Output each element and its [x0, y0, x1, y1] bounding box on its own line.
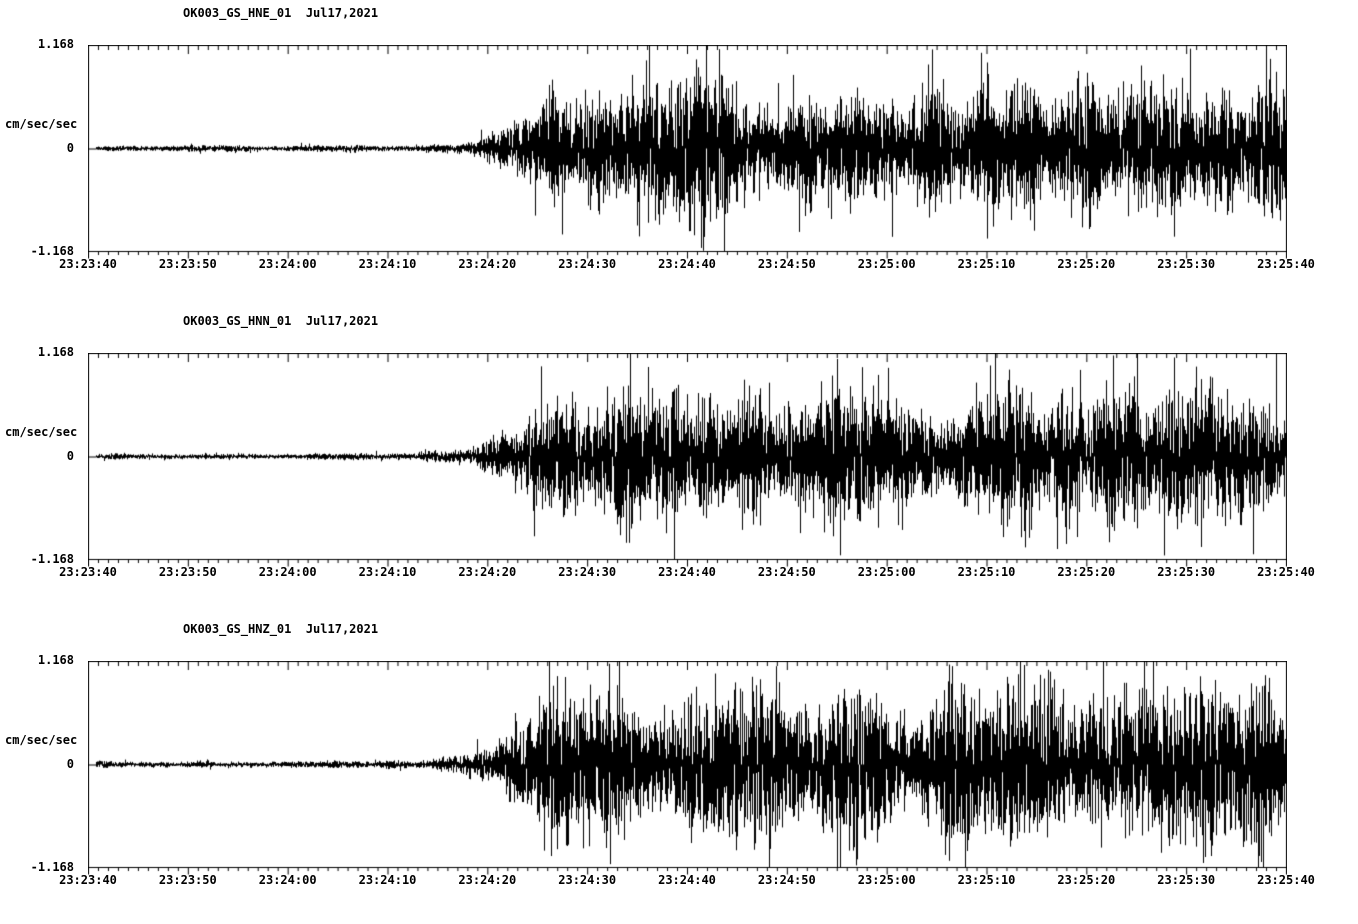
x-tick-label: 23:24:50: [757, 565, 816, 579]
x-tick-label: 23:23:50: [158, 873, 217, 887]
x-tick-label: 23:24:40: [658, 565, 716, 579]
x-tick-label: 23:24:20: [458, 873, 517, 887]
x-tick-label: 23:25:00: [857, 257, 916, 271]
x-tick-label: 23:25:20: [1057, 257, 1116, 271]
x-tick-label: 23:24:10: [358, 565, 417, 579]
x-tick-label: 23:25:20: [1057, 873, 1116, 887]
x-tick-label: 23:25:10: [957, 565, 1016, 579]
y-tick-label-max: 1.168: [37, 653, 74, 667]
x-tick-label: 23:24:00: [258, 873, 317, 887]
x-tick-label: 23:24:30: [558, 565, 617, 579]
x-tick-label: 23:25:40: [1257, 565, 1315, 579]
x-axis-labels: 23:23:40 23:23:50 23:24:00 23:24:10 23:24:20…: [0, 565, 1358, 581]
x-tick-label: 23:24:40: [658, 257, 716, 271]
x-tick-label: 23:23:40: [59, 565, 117, 579]
x-tick-label: 23:25:30: [1157, 565, 1216, 579]
trace-title: OK003_GS_HNZ_01 Jul17,2021: [183, 622, 379, 636]
x-tick-label: 23:23:50: [158, 565, 217, 579]
waveform-canvas: [88, 661, 1287, 877]
x-tick-label: 23:23:50: [158, 257, 217, 271]
y-tick-label-max: 1.168: [37, 345, 74, 359]
x-tick-label: 23:24:00: [258, 257, 317, 271]
y-tick-label-zero: 0: [66, 449, 74, 463]
y-axis-units-label: cm/sec/sec: [5, 425, 78, 439]
y-tick-label-min: -1.168: [30, 552, 74, 566]
seismogram-panel-hnn: OK003_GS_HNN_01 Jul17,2021 1.168 cm/sec/…: [0, 308, 1358, 616]
x-tick-label: 23:24:50: [757, 873, 816, 887]
y-tick-label-zero: 0: [66, 141, 74, 155]
x-tick-label: 23:25:10: [957, 873, 1016, 887]
x-tick-label: 23:24:30: [558, 873, 617, 887]
x-tick-label: 23:24:20: [458, 257, 517, 271]
x-tick-label: 23:24:30: [558, 257, 617, 271]
x-axis-labels: 23:23:40 23:23:50 23:24:00 23:24:10 23:24:20…: [0, 873, 1358, 889]
x-tick-label: 23:25:00: [857, 873, 916, 887]
seismogram-panel-hnz: OK003_GS_HNZ_01 Jul17,2021 1.168 cm/sec/…: [0, 616, 1358, 924]
y-tick-label-min: -1.168: [30, 860, 74, 874]
y-tick-label-zero: 0: [66, 757, 74, 771]
seismogram-panel-hne: OK003_GS_HNE_01 Jul17,2021 1.168 cm/sec/…: [0, 0, 1358, 308]
waveform-canvas: [88, 45, 1287, 261]
x-tick-label: 23:24:40: [658, 873, 716, 887]
trace-title: OK003_GS_HNE_01 Jul17,2021: [183, 6, 379, 20]
waveform-canvas: [88, 353, 1287, 569]
x-tick-label: 23:25:40: [1257, 873, 1315, 887]
x-tick-label: 23:25:30: [1157, 873, 1216, 887]
x-tick-label: 23:24:20: [458, 565, 517, 579]
x-tick-label: 23:24:50: [757, 257, 816, 271]
y-axis-units-label: cm/sec/sec: [5, 117, 78, 131]
x-tick-label: 23:25:10: [957, 257, 1016, 271]
x-tick-label: 23:24:10: [358, 873, 417, 887]
x-tick-label: 23:24:00: [258, 565, 317, 579]
trace-title: OK003_GS_HNN_01 Jul17,2021: [183, 314, 379, 328]
x-tick-label: 23:23:40: [59, 873, 117, 887]
x-tick-label: 23:25:30: [1157, 257, 1216, 271]
x-tick-label: 23:23:40: [59, 257, 117, 271]
x-tick-label: 23:24:10: [358, 257, 417, 271]
y-tick-label-min: -1.168: [30, 244, 74, 258]
y-axis-units-label: cm/sec/sec: [5, 733, 78, 747]
x-axis-labels: 23:23:40 23:23:50 23:24:00 23:24:10 23:24:20…: [0, 257, 1358, 273]
x-tick-label: 23:25:40: [1257, 257, 1315, 271]
y-tick-label-max: 1.168: [37, 37, 74, 51]
x-tick-label: 23:25:20: [1057, 565, 1116, 579]
x-tick-label: 23:25:00: [857, 565, 916, 579]
